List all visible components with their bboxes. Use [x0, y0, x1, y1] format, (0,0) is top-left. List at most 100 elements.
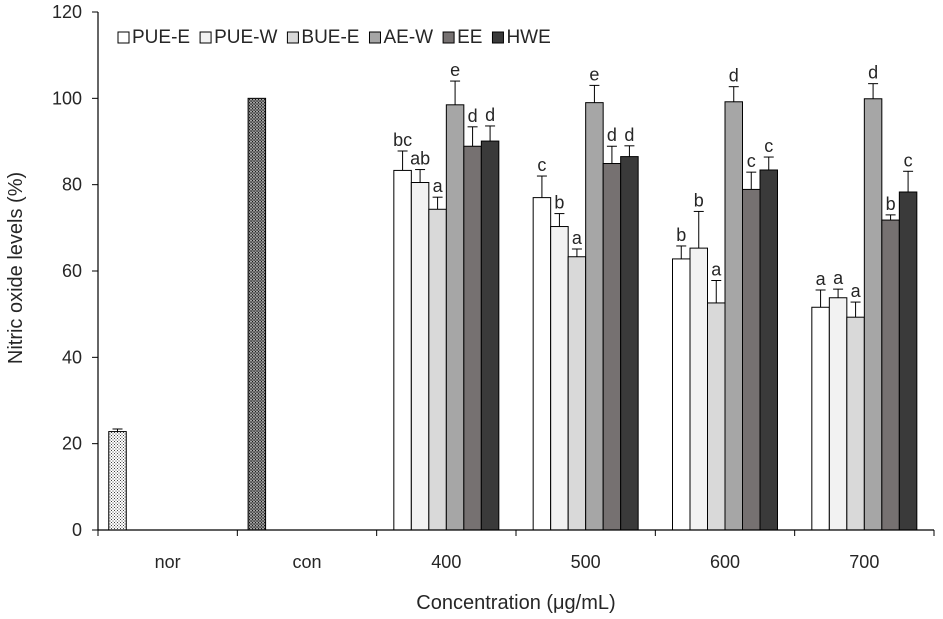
significance-label: a: [833, 268, 844, 288]
legend-label: PUE-W: [214, 27, 277, 48]
bar-HWE-500: [620, 156, 639, 531]
error-bar-EE-600: [746, 171, 757, 190]
x-tick-label: 400: [431, 552, 461, 572]
y-axis: 0 20 40 60 80 100 120: [52, 2, 99, 540]
significance-label: e: [589, 64, 599, 84]
significance-label: a: [711, 259, 722, 279]
x-tick-label: 600: [710, 552, 740, 572]
significance-label: d: [729, 66, 739, 86]
significance-label: a: [433, 176, 444, 196]
significance-label: d: [468, 106, 478, 126]
error-bar-PUE-E-500: [536, 175, 547, 198]
legend-swatch: [491, 31, 504, 44]
legend-label: BUE-E: [301, 27, 359, 48]
y-tick-label: 60: [62, 261, 82, 281]
error-bar-AE-W-600: [728, 86, 739, 102]
bar-EE-400: [463, 145, 482, 531]
legend-item-HWE: HWE: [491, 27, 551, 48]
y-tick-label: 100: [52, 88, 82, 108]
bar-EE-600: [742, 188, 761, 531]
y-tick-label: 0: [72, 520, 82, 540]
legend-swatch: [199, 31, 212, 44]
bar-PUE-W-600: [689, 247, 708, 531]
significance-label: d: [624, 125, 634, 145]
y-tick-label: 120: [52, 2, 82, 22]
significance-label: e: [450, 60, 460, 80]
bar-PUE-E-700: [811, 306, 830, 531]
error-bar-BUE-E-500: [571, 248, 582, 257]
legend-label: EE: [457, 27, 482, 48]
legend-item-BUE-E: BUE-E: [286, 27, 359, 48]
error-bar-PUE-E-600: [676, 245, 687, 259]
legend-label: PUE-E: [132, 27, 190, 48]
y-tick-label: 80: [62, 175, 82, 195]
significance-label: d: [485, 105, 495, 125]
bar-AE-W-400: [445, 104, 465, 531]
error-bar-nor: [112, 428, 123, 432]
significance-label: b: [886, 194, 896, 214]
significance-label: c: [537, 155, 546, 175]
legend-item-PUE-W: PUE-W: [199, 27, 277, 48]
bar-HWE-400: [480, 140, 500, 531]
legend-swatch: [286, 31, 299, 44]
error-bar-HWE-400: [485, 125, 496, 142]
significance-label: c: [764, 136, 773, 156]
bar-BUE-E-500: [567, 256, 587, 531]
significance-label: d: [607, 125, 617, 145]
error-bar-AE-W-400: [450, 80, 461, 105]
bar-BUE-E-700: [846, 316, 865, 531]
bar-EE-700: [881, 219, 900, 531]
x-axis: nor con 400 500 600 700: [97, 529, 935, 572]
bar-BUE-E-400: [428, 208, 447, 531]
bar-AE-W-700: [863, 98, 883, 531]
error-bar-PUE-E-400: [397, 150, 408, 171]
bar-PUE-W-500: [550, 226, 569, 531]
error-bar-HWE-600: [763, 156, 774, 170]
significance-label: ab: [410, 149, 430, 169]
bar-AE-W-500: [585, 102, 604, 531]
legend-label: AE-W: [383, 27, 433, 48]
legend-swatch: [117, 31, 130, 44]
x-tick-label: 700: [849, 552, 879, 572]
error-bar-BUE-E-700: [850, 301, 861, 318]
bar-HWE-700: [898, 191, 918, 531]
error-bar-EE-700: [885, 214, 896, 221]
legend-swatch: [368, 31, 381, 44]
significance-label: b: [554, 193, 564, 213]
y-tick-label: 20: [62, 434, 82, 454]
error-bar-PUE-W-500: [554, 213, 565, 227]
x-tick-label: nor: [155, 552, 181, 572]
error-bar-PUE-E-700: [815, 289, 826, 308]
legend-item-PUE-E: PUE-E: [117, 27, 190, 48]
error-bar-EE-400: [467, 126, 478, 147]
significance-label: b: [694, 190, 704, 210]
bar-PUE-W-700: [828, 297, 848, 531]
bar-BUE-E-600: [707, 302, 726, 531]
error-bar-AE-W-500: [589, 84, 600, 103]
bar-EE-500: [602, 163, 622, 531]
error-bar-PUE-W-700: [833, 288, 844, 298]
bar-HWE-600: [759, 169, 778, 531]
bar-PUE-E-400: [393, 169, 412, 531]
bar-con: [247, 97, 267, 531]
error-bar-BUE-E-600: [711, 279, 722, 303]
error-bar-BUE-E-400: [432, 196, 443, 210]
bar-PUE-W-400: [410, 182, 430, 531]
error-bar-PUE-W-400: [415, 169, 426, 183]
significance-label: c: [904, 150, 913, 170]
legend-item-AE-W: AE-W: [368, 27, 433, 48]
legend-label: HWE: [506, 27, 550, 48]
error-bar-AE-W-700: [868, 83, 879, 99]
x-tick-label: 500: [571, 552, 601, 572]
legend-item-EE: EE: [442, 27, 482, 48]
y-axis-title: Nitric oxide levels (%): [5, 172, 27, 364]
significance-label: c: [747, 151, 756, 171]
error-bar-HWE-700: [903, 170, 914, 193]
significance-label: a: [851, 281, 862, 301]
bar-AE-W-600: [724, 101, 743, 531]
error-bar-HWE-500: [624, 145, 635, 157]
significance-label: a: [572, 228, 583, 248]
x-tick-label: con: [292, 552, 321, 572]
